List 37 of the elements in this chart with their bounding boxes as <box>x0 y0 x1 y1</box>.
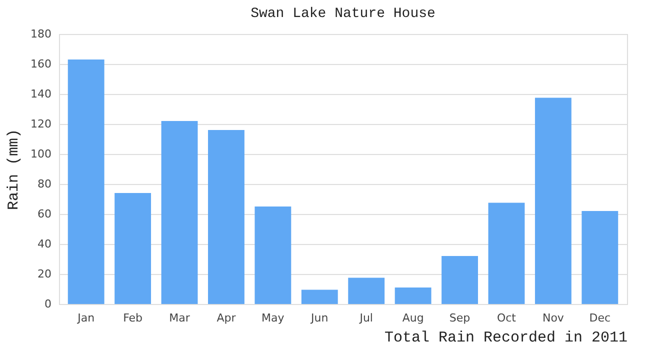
x-tick-label: Apr <box>216 312 236 324</box>
bar <box>114 193 152 304</box>
bar <box>161 121 198 304</box>
y-tick-label: 140 <box>30 88 52 100</box>
x-tick-label: Aug <box>402 312 424 324</box>
bar <box>301 290 338 304</box>
y-tick-label: 180 <box>30 28 52 40</box>
y-tick-label: 100 <box>30 148 52 160</box>
x-tick-label: Dec <box>589 312 611 324</box>
y-tick-label: 20 <box>38 268 52 280</box>
bar <box>68 60 104 304</box>
x-axis-title: Total Rain Recorded in 2011 <box>384 330 628 346</box>
bar <box>394 288 432 304</box>
x-tick-label: Feb <box>123 312 143 324</box>
x-tick-label: Sep <box>449 312 470 324</box>
x-tick-label: May <box>262 312 285 324</box>
bar <box>582 211 618 304</box>
bar <box>442 256 478 304</box>
bar <box>254 206 292 304</box>
y-tick-label: 60 <box>38 208 52 220</box>
bar <box>348 278 385 304</box>
bar <box>208 130 244 304</box>
x-tick-label: Jan <box>76 312 95 324</box>
x-tick-label: Oct <box>496 312 517 324</box>
y-axis-title: Rain (mm) <box>6 128 23 210</box>
x-tick-label: Jul <box>358 312 373 324</box>
y-tick-label: 80 <box>38 178 52 190</box>
y-tick-label: 160 <box>30 58 52 70</box>
y-tick-label: 0 <box>44 298 52 310</box>
y-tick-label: 120 <box>30 118 52 130</box>
x-tick-label: Mar <box>169 312 190 324</box>
x-tick-label: Nov <box>542 312 564 324</box>
bar <box>534 98 572 304</box>
chart-title: Swan Lake Nature House <box>250 6 436 22</box>
x-tick-label: Jun <box>310 312 328 324</box>
bar <box>488 202 525 304</box>
y-tick-label: 40 <box>38 238 52 250</box>
